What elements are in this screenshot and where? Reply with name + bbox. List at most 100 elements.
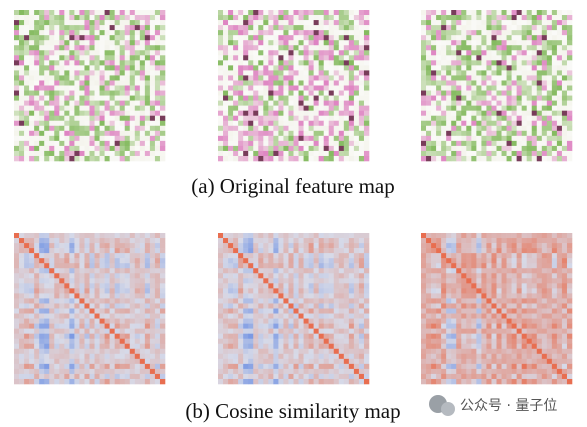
- heatmap-cell: [69, 333, 75, 339]
- heatmap-cell: [293, 135, 299, 142]
- heatmap-cell: [69, 15, 75, 21]
- heatmap-cell: [24, 145, 30, 152]
- heatmap-cell: [233, 248, 239, 254]
- heatmap-cell: [129, 333, 136, 339]
- heatmap-cell: [144, 150, 151, 157]
- heatmap-cell: [308, 373, 314, 380]
- heatmap-cell: [426, 243, 432, 249]
- heatmap-cell: [278, 115, 284, 122]
- heatmap-cell: [49, 233, 55, 239]
- heatmap-cell: [54, 100, 60, 106]
- heatmap-cell: [526, 308, 533, 314]
- heatmap-cell: [134, 50, 141, 56]
- heatmap-cell: [228, 373, 234, 380]
- heatmap-cell: [268, 373, 274, 380]
- heatmap-cell: [69, 328, 75, 334]
- heatmap-cell: [64, 95, 70, 101]
- heatmap-cell: [64, 273, 70, 279]
- heatmap-cell: [223, 278, 229, 284]
- heatmap-cell: [358, 10, 365, 16]
- heatmap-cell: [134, 90, 141, 96]
- heatmap-cell: [363, 105, 370, 111]
- heatmap-cell: [39, 50, 45, 56]
- heatmap-cell: [293, 363, 299, 370]
- heatmap-cell: [496, 20, 502, 26]
- heatmap-cell: [358, 40, 365, 46]
- heatmap-cell: [328, 25, 335, 31]
- heatmap-cell: [223, 318, 229, 324]
- heatmap-cell: [303, 308, 309, 314]
- heatmap-cell: [114, 333, 120, 339]
- heatmap-cell: [353, 70, 360, 76]
- heatmap-cell: [363, 328, 370, 334]
- heatmap-cell: [139, 293, 146, 299]
- heatmap-cell: [273, 150, 279, 157]
- heatmap-cell: [159, 278, 166, 284]
- heatmap-cell: [446, 110, 452, 116]
- heatmap-cell: [238, 140, 244, 147]
- heatmap-cell: [258, 25, 264, 31]
- heatmap-cell: [39, 323, 45, 329]
- heatmap-cell: [243, 263, 249, 269]
- heatmap-cell: [94, 50, 100, 56]
- heatmap-cell: [283, 243, 289, 249]
- heatmap-cell: [248, 80, 254, 86]
- heatmap-cell: [511, 145, 517, 152]
- heatmap-cell: [94, 268, 100, 274]
- heatmap-cell: [566, 115, 573, 122]
- heatmap-cell: [556, 283, 563, 289]
- heatmap-cell: [258, 238, 264, 244]
- heatmap-cell: [134, 323, 141, 329]
- heatmap-cell: [258, 105, 264, 111]
- heatmap-cell: [556, 150, 563, 157]
- heatmap-cell: [34, 25, 40, 31]
- heatmap-cell: [466, 283, 472, 289]
- heatmap-cell: [54, 308, 60, 314]
- heatmap-cell: [298, 293, 304, 299]
- heatmap-cell: [491, 150, 497, 157]
- heatmap-cell: [516, 120, 522, 127]
- heatmap-cell: [333, 343, 340, 350]
- heatmap-cell: [303, 318, 309, 324]
- heatmap-cell: [496, 283, 502, 289]
- heatmap-cell: [248, 20, 254, 26]
- heatmap-cell: [218, 85, 224, 91]
- heatmap-cell: [313, 363, 319, 370]
- heatmap-cell: [451, 130, 457, 137]
- heatmap-cell: [273, 338, 279, 345]
- heatmap-cell: [218, 288, 224, 294]
- heatmap-cell: [39, 60, 45, 66]
- heatmap-cell: [298, 110, 304, 116]
- heatmap-cell: [94, 35, 100, 41]
- heatmap-cell: [139, 125, 146, 132]
- heatmap-cell: [481, 130, 487, 137]
- heatmap-cell: [546, 35, 553, 41]
- heatmap-cell: [29, 140, 35, 147]
- heatmap-cell: [318, 353, 324, 360]
- heatmap-cell: [223, 135, 229, 142]
- heatmap-cell: [54, 30, 60, 36]
- heatmap-cell: [119, 238, 126, 244]
- heatmap-cell: [24, 50, 30, 56]
- heatmap-cell: [446, 135, 452, 142]
- heatmap-cell: [536, 268, 543, 274]
- heatmap-cell: [348, 60, 355, 66]
- heatmap-cell: [14, 303, 20, 309]
- heatmap-cell: [526, 100, 533, 106]
- heatmap-cell: [441, 273, 447, 279]
- heatmap-cell: [69, 125, 75, 132]
- heatmap-cell: [99, 110, 105, 116]
- heatmap-cell: [248, 248, 254, 254]
- heatmap-cell: [496, 243, 502, 249]
- heatmap-cell: [24, 45, 30, 51]
- heatmap-cell: [278, 125, 284, 132]
- heatmap-cell: [293, 273, 299, 279]
- heatmap-cell: [421, 105, 427, 111]
- heatmap-cell: [84, 368, 90, 375]
- heatmap-cell: [446, 130, 452, 137]
- heatmap-cell: [358, 100, 365, 106]
- heatmap-cell: [253, 248, 259, 254]
- heatmap-cell: [333, 253, 340, 259]
- heatmap-cell: [343, 363, 350, 370]
